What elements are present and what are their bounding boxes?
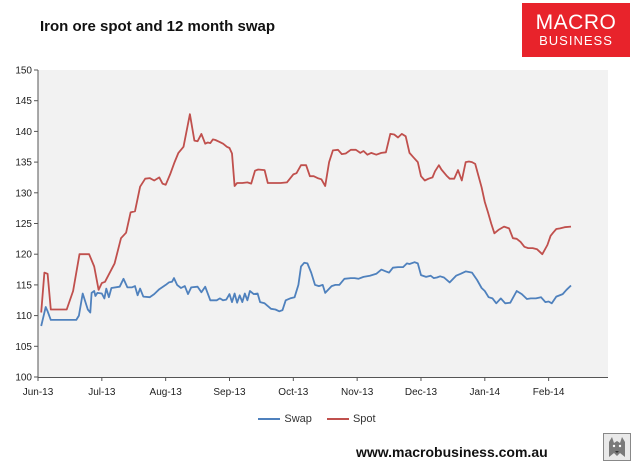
x-tick-label: Nov-13: [341, 387, 374, 398]
y-tick-label: 110: [16, 311, 32, 322]
x-tick-label: Sep-13: [213, 387, 246, 398]
y-tick-label: 135: [15, 158, 32, 169]
y-tick-label: 140: [15, 127, 32, 138]
legend-item-swap: Swap: [258, 413, 312, 425]
legend-item-spot: Spot: [326, 413, 376, 426]
x-tick-label: Oct-13: [278, 387, 308, 398]
y-tick-label: 105: [15, 342, 32, 353]
chart-title: Iron ore spot and 12 month swap: [40, 18, 276, 35]
legend-label-spot: Spot: [352, 413, 376, 426]
logo-line-2: BUSINESS: [539, 33, 613, 48]
legend-swatch-swap: [258, 418, 281, 421]
y-tick-label: 100: [15, 373, 32, 384]
plot-area: [38, 70, 608, 377]
y-tick-label: 150: [15, 66, 32, 77]
x-tick-label: Feb-14: [533, 387, 565, 398]
x-tick-label: Jun-13: [23, 387, 54, 398]
wolf-badge-icon: [603, 433, 631, 461]
legend-label-swap: Swap: [284, 413, 312, 426]
x-tick-label: Dec-13: [405, 387, 438, 398]
y-tick-label: 130: [15, 188, 32, 199]
website-url: www.macrobusiness.com.au: [356, 444, 548, 460]
logo-line-1: MACRO: [535, 11, 617, 34]
series-line-swap: [40, 261, 572, 327]
y-tick-label: 120: [15, 250, 32, 261]
y-tick-label: 115: [16, 280, 32, 291]
chart-legend: Swap Spot: [0, 413, 634, 425]
legend-swatch-spot: [326, 418, 349, 421]
series-line-spot: [40, 113, 572, 313]
x-tick-label: Aug-13: [150, 387, 183, 398]
y-tick-label: 125: [15, 219, 32, 230]
x-tick-label: Jul-13: [88, 387, 116, 398]
y-tick-label: 145: [15, 96, 32, 107]
x-tick-label: Jan-14: [470, 387, 501, 398]
macrobusiness-logo: MACRO BUSINESS: [522, 3, 630, 57]
